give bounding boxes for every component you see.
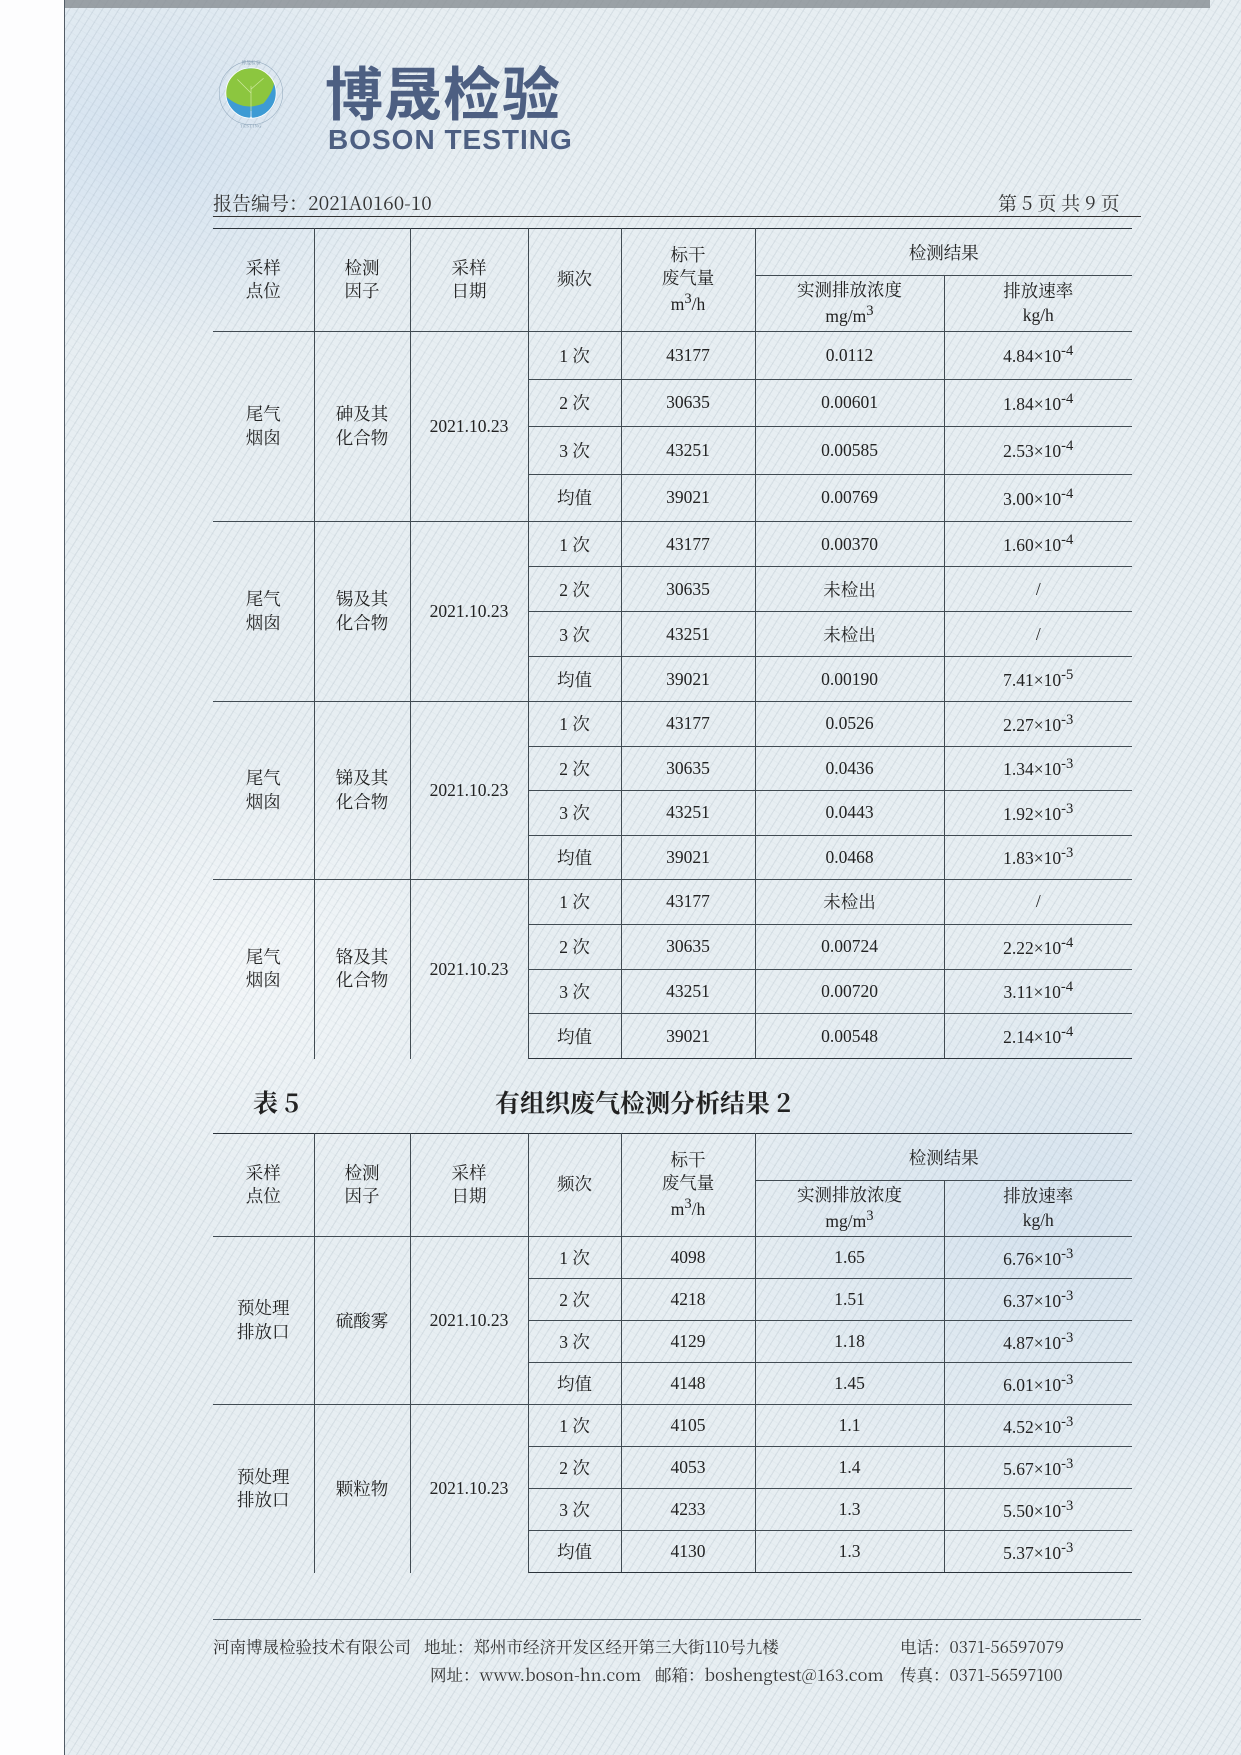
svg-text:TESTING: TESTING [240, 123, 262, 128]
svg-text:博晟检验: 博晟检验 [241, 60, 261, 67]
